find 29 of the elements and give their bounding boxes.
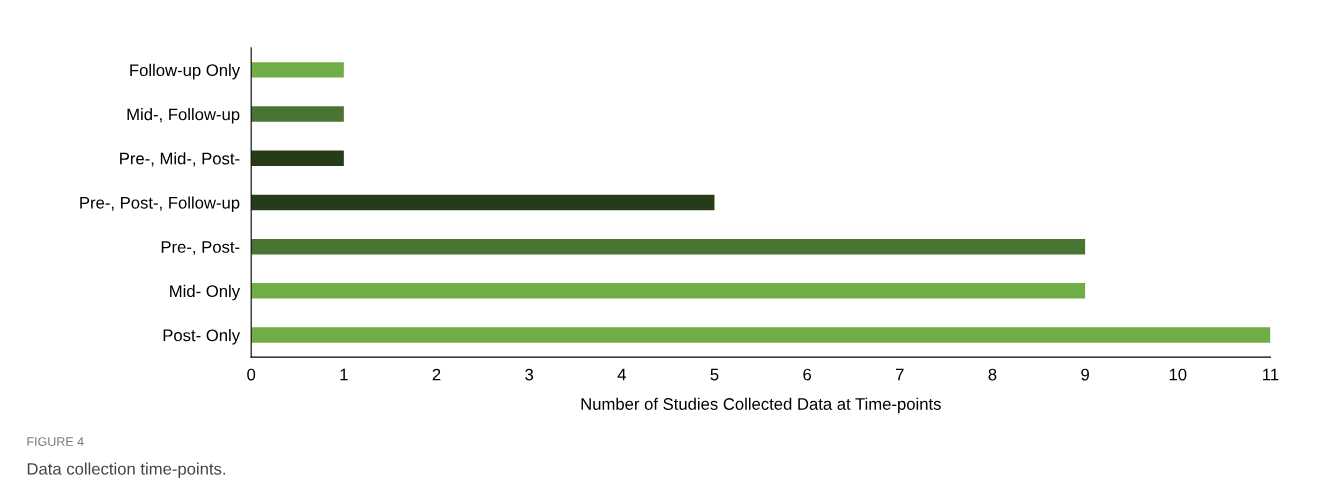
bar (251, 150, 344, 166)
bar (251, 106, 344, 122)
x-tick-label: 0 (247, 368, 256, 381)
y-tick-label: Mid-, Follow-up (127, 108, 240, 124)
x-tick-label: 11 (1263, 368, 1279, 381)
bar (251, 283, 1086, 299)
x-tick-label: 10 (1169, 368, 1187, 381)
y-tick-label: Mid- Only (170, 284, 241, 301)
x-tick-label: 4 (617, 368, 626, 381)
y-tick-label: Pre-, Mid-, Post- (120, 152, 240, 167)
x-tick-label: 3 (525, 368, 534, 381)
x-axis-title: Number of Studies Collected Data at Time-points (581, 397, 941, 414)
y-tick-label: Pre-, Post-, Follow-up (80, 196, 240, 212)
x-tick-label: 8 (988, 368, 997, 381)
y-tick-label: Pre-, Post- (161, 241, 240, 255)
x-tick-label: 5 (710, 368, 719, 381)
text: Data collection time-points. (27, 462, 226, 479)
x-tick-label: 6 (803, 368, 812, 381)
caption: FIGURE 4 (27, 437, 84, 446)
x-tick-label: 9 (1081, 368, 1089, 381)
x-tick-label: 7 (896, 368, 904, 381)
bar (251, 194, 715, 211)
x-tick-label: 1 (340, 368, 348, 381)
bar (251, 327, 1271, 343)
x-tick-label: 2 (432, 368, 441, 381)
bar (251, 62, 344, 78)
y-tick-label: Post- Only (163, 328, 241, 345)
y-tick-label: Follow-up Only (130, 63, 241, 80)
bar (251, 238, 1086, 255)
